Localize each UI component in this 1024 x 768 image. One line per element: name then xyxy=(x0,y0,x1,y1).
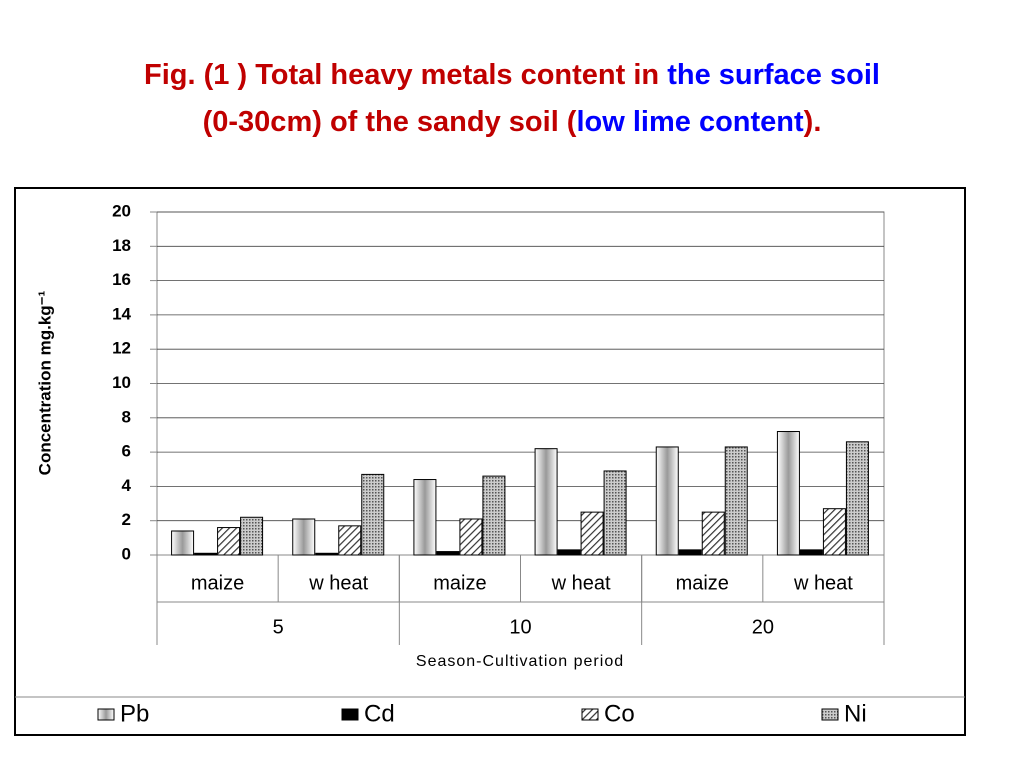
bar xyxy=(171,530,195,556)
bar xyxy=(580,511,604,556)
title-part: ). xyxy=(803,106,822,138)
bar xyxy=(724,446,748,556)
x-tick-label: maize xyxy=(676,572,729,594)
x-tick-label: w heat xyxy=(308,572,368,594)
title-part: Fig. (1 ) Total heavy metals content in xyxy=(144,59,668,91)
bar xyxy=(799,549,823,556)
bar xyxy=(315,552,339,556)
x-tick-label: maize xyxy=(433,572,486,594)
y-tick-label: 8 xyxy=(122,407,131,426)
bar xyxy=(194,552,218,556)
y-tick-label: 14 xyxy=(112,304,131,323)
group-label: 5 xyxy=(273,616,284,638)
bar xyxy=(338,525,362,556)
title-part: the surface soil xyxy=(667,59,880,91)
chart-title: Fig. (1 ) Total heavy metals content in … xyxy=(0,52,1024,146)
x-tick-label: w heat xyxy=(793,572,853,594)
title-part: low lime content xyxy=(576,106,804,138)
bar xyxy=(655,446,679,556)
x-tick-label: maize xyxy=(191,572,244,594)
bar xyxy=(482,475,506,556)
legend-swatch xyxy=(97,708,115,721)
x-axis-label: Season-Cultivation period xyxy=(416,653,624,670)
x-tick-label: w heat xyxy=(551,572,611,594)
legend-label: Cd xyxy=(364,700,395,727)
bar xyxy=(240,516,264,556)
legend-label: Pb xyxy=(120,700,149,727)
y-tick-label: 6 xyxy=(122,442,131,461)
legend-label: Co xyxy=(604,700,635,727)
legend-swatch xyxy=(821,708,839,721)
bar xyxy=(413,479,437,556)
bar xyxy=(217,527,241,556)
y-tick-label: 12 xyxy=(112,339,131,358)
bar xyxy=(822,508,846,556)
y-tick-label: 20 xyxy=(112,201,131,220)
legend-label: Ni xyxy=(844,700,867,727)
title-part: (0-30cm) of the sandy soil ( xyxy=(202,106,577,138)
bar xyxy=(678,549,702,556)
legend-swatch xyxy=(341,708,359,721)
y-tick-label: 0 xyxy=(122,544,131,563)
bar xyxy=(701,511,725,556)
bar xyxy=(459,518,483,556)
y-tick-label: 16 xyxy=(112,270,131,289)
y-tick-label: 18 xyxy=(112,236,131,255)
bar xyxy=(776,431,800,556)
y-tick-label: 4 xyxy=(122,476,132,495)
bar xyxy=(534,448,558,556)
y-tick-label: 10 xyxy=(112,373,131,392)
legend-swatch xyxy=(581,708,599,721)
y-axis-label: Concentration mg.kg⁻¹ xyxy=(35,290,54,475)
bar xyxy=(845,441,869,556)
bar xyxy=(292,518,316,556)
bar xyxy=(557,549,581,556)
group-label: 20 xyxy=(752,616,774,638)
y-tick-label: 2 xyxy=(122,510,131,529)
group-label: 10 xyxy=(509,616,531,638)
bar xyxy=(436,551,460,556)
bar xyxy=(361,473,385,556)
bar xyxy=(603,470,627,556)
